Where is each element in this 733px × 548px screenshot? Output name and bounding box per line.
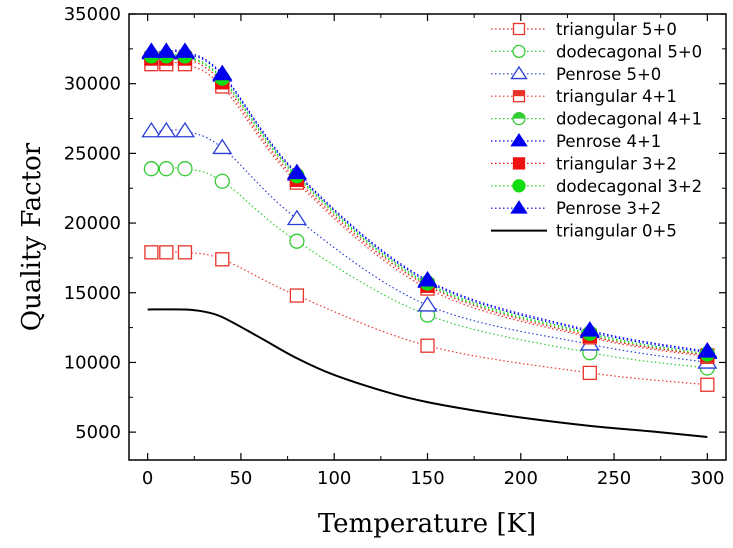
marker-triangular-5-0	[420, 338, 435, 353]
x-tick-label: 200	[504, 468, 538, 489]
y-tick-label: 5000	[75, 422, 121, 443]
x-tick-label: 50	[229, 468, 252, 489]
legend-label-triangular-5-0: triangular 5+0	[556, 20, 677, 39]
marker-penrose-5-0	[417, 296, 438, 312]
legend-label-penrose-4-1: Penrose 4+1	[556, 132, 661, 151]
axis-ticks: 0 50 100 150 200 250 300 5000 10000 15000 20000 250…	[64, 4, 726, 489]
marker-dodecagonal-5-0	[214, 173, 230, 189]
marker-penrose-3-2	[510, 200, 528, 214]
marker-triangular-5-0	[582, 365, 597, 381]
marker-penrose-5-0	[156, 121, 177, 138]
marker-triangular-5-0	[159, 245, 174, 260]
series-line-penrose-3-2	[151, 49, 708, 352]
marker-penrose-5-0	[510, 65, 528, 80]
marker-penrose-4-1	[510, 132, 528, 147]
x-tick-label: 0	[142, 468, 153, 489]
y-tick-label: 20000	[64, 213, 121, 234]
marker-triangular-5-0	[512, 22, 526, 36]
marker-fill-dodecagonal-4-1	[513, 112, 525, 119]
legend-label-dodecagonal-4-1: dodecagonal 4+1	[556, 110, 702, 129]
marker-dodecagonal-5-0	[512, 44, 526, 59]
legend-label-penrose-3-2: Penrose 3+2	[556, 199, 661, 218]
marker-penrose-3-2	[579, 321, 600, 337]
marker-triangular-5-0	[215, 252, 230, 267]
marker-penrose-5-0	[141, 121, 162, 138]
marker-triangular-5-0	[289, 288, 305, 303]
marker-penrose-5-0	[174, 121, 196, 138]
x-tick-label: 250	[597, 468, 631, 489]
legend-label-triangular-4-1: triangular 4+1	[556, 87, 677, 106]
marker-dodecagonal-5-0	[177, 161, 193, 177]
legend-label-penrose-5-0: Penrose 5+0	[556, 65, 661, 84]
marker-dodecagonal-5-0	[289, 233, 305, 249]
y-axis-title: Quality Factor	[17, 142, 47, 331]
y-tick-label: 30000	[64, 74, 121, 95]
y-tick-label: 10000	[64, 352, 121, 373]
marker-triangular-5-0	[700, 377, 715, 392]
x-tick-label: 300	[690, 468, 724, 489]
marker-dodecagonal-3-2	[512, 179, 526, 193]
legend-label-dodecagonal-5-0: dodecagonal 5+0	[556, 42, 702, 61]
legend-label-triangular-3-2: triangular 3+2	[556, 154, 677, 173]
series-line-triangular-0-5	[147, 308, 708, 438]
y-tick-label: 35000	[64, 4, 121, 25]
x-axis-title: Temperature [K]	[318, 509, 536, 539]
marker-penrose-5-0	[212, 138, 233, 155]
marker-penrose-3-2	[417, 270, 438, 287]
marker-penrose-3-2	[156, 42, 177, 58]
marker-penrose-3-2	[286, 163, 307, 180]
series-markers	[141, 42, 718, 392]
marker-triangular-5-0	[177, 245, 193, 260]
marker-dodecagonal-5-0	[158, 161, 174, 177]
series-line-penrose-4-1	[151, 50, 708, 354]
x-tick-label: 150	[410, 468, 444, 489]
legend-label-triangular-0-5: triangular 0+5	[556, 222, 677, 241]
y-tick-label: 25000	[64, 143, 121, 164]
marker-dodecagonal-5-0	[143, 161, 160, 177]
marker-penrose-3-2	[141, 42, 162, 58]
marker-fill-triangular-4-1	[513, 90, 525, 97]
marker-penrose-3-2	[174, 42, 196, 58]
series-lines	[147, 49, 708, 438]
legend: triangular 5+0 dodecagonal 5+0 Penrose 5+0…	[491, 20, 702, 241]
marker-triangular-5-0	[144, 245, 159, 260]
marker-penrose-5-0	[286, 209, 307, 226]
legend-label-dodecagonal-3-2: dodecagonal 3+2	[556, 177, 702, 196]
y-tick-label: 15000	[64, 283, 121, 304]
marker-penrose-3-2	[212, 64, 233, 81]
x-tick-label: 100	[317, 468, 351, 489]
marker-triangular-3-2	[512, 157, 526, 170]
marker-penrose-3-2	[697, 342, 718, 358]
